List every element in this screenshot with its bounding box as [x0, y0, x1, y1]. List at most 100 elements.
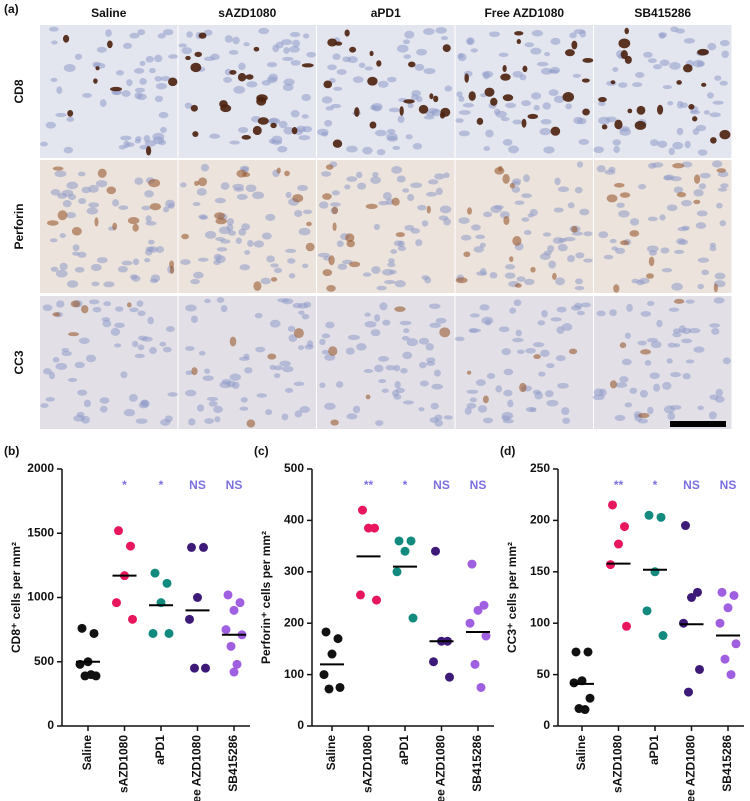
nucleus: [385, 198, 394, 205]
stain: [638, 412, 650, 419]
stain: [490, 97, 498, 106]
panel-label: (a): [4, 2, 19, 16]
nucleus: [703, 110, 710, 115]
stain: [270, 122, 277, 129]
nucleus: [86, 207, 99, 215]
stain: [301, 63, 314, 68]
data-point: [406, 536, 416, 546]
data-point: [729, 590, 739, 600]
nucleus: [285, 248, 297, 254]
nucleus: [220, 182, 230, 190]
y-tick-label: 1500: [27, 525, 54, 539]
stain: [403, 99, 415, 104]
nucleus: [397, 115, 405, 123]
nucleus: [486, 372, 496, 380]
data-point: [684, 687, 693, 697]
nucleus: [261, 80, 271, 86]
nucleus: [443, 172, 450, 179]
nucleus: [458, 217, 470, 224]
data-point: [658, 631, 668, 641]
nucleus: [55, 112, 67, 118]
stain: [509, 256, 514, 262]
nucleus: [512, 71, 524, 78]
y-tick-label: 2000: [27, 461, 54, 475]
nucleus: [246, 81, 258, 88]
nucleus: [88, 184, 99, 193]
nucleus: [283, 46, 290, 54]
nucleus: [149, 347, 157, 354]
data-point: [720, 654, 730, 664]
nucleus: [423, 67, 436, 75]
nucleus: [393, 240, 404, 247]
stain: [81, 305, 89, 314]
stain: [322, 269, 333, 277]
stain: [192, 131, 199, 137]
nucleus: [507, 399, 514, 408]
nucleus: [667, 101, 674, 106]
stain: [94, 217, 99, 227]
stain: [624, 27, 629, 35]
stain: [169, 260, 175, 269]
data-point: [585, 693, 595, 703]
data-point: [465, 618, 475, 628]
nucleus: [229, 140, 240, 145]
nucleus: [237, 126, 249, 134]
nucleus: [160, 418, 171, 426]
nucleus: [204, 298, 211, 304]
nucleus: [721, 50, 729, 59]
nucleus: [603, 254, 614, 260]
nucleus: [458, 95, 465, 103]
nucleus: [608, 166, 616, 173]
y-axis-label: CC3⁺ cells per mm²: [505, 542, 519, 653]
nucleus: [397, 245, 407, 252]
stain: [466, 370, 472, 375]
nucleus: [657, 140, 668, 148]
nucleus: [144, 190, 154, 198]
nucleus: [489, 271, 498, 279]
nucleus: [372, 171, 379, 178]
stain: [619, 192, 631, 198]
stain: [571, 225, 578, 233]
nucleus: [394, 381, 401, 389]
nucleus: [683, 38, 696, 44]
nucleus: [219, 381, 232, 389]
nucleus: [697, 405, 704, 411]
data-point: [126, 541, 135, 551]
nucleus: [54, 170, 67, 178]
stain: [620, 50, 628, 60]
stain: [349, 261, 361, 268]
nucleus: [555, 355, 566, 362]
row-label: CD8: [12, 79, 26, 103]
nucleus: [324, 119, 333, 127]
nucleus: [293, 381, 305, 387]
nucleus: [55, 362, 68, 370]
nucleus: [279, 360, 291, 367]
nucleus: [162, 346, 172, 353]
nucleus: [662, 85, 673, 90]
stain: [365, 203, 378, 209]
nucleus: [209, 133, 221, 139]
nucleus: [428, 179, 439, 185]
nucleus: [498, 52, 509, 57]
nucleus: [579, 30, 587, 38]
nucleus: [599, 388, 607, 397]
nucleus: [662, 381, 672, 390]
stain: [550, 126, 561, 136]
stain: [270, 277, 278, 282]
nucleus: [403, 54, 412, 59]
nucleus: [283, 78, 295, 86]
data-point: [693, 587, 702, 597]
nucleus: [418, 407, 425, 412]
data-point: [193, 593, 202, 602]
nucleus: [168, 54, 178, 59]
data-point: [479, 600, 489, 610]
nucleus: [345, 347, 355, 355]
micrograph-bg: [594, 160, 732, 293]
data-point: [723, 603, 733, 613]
nucleus: [524, 42, 535, 48]
nucleus: [57, 192, 68, 199]
stain: [257, 117, 269, 125]
nucleus: [74, 53, 83, 60]
nucleus: [134, 87, 146, 93]
stain: [276, 167, 281, 174]
